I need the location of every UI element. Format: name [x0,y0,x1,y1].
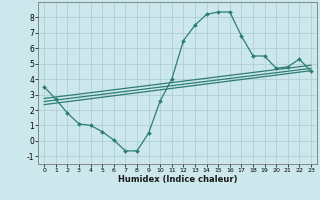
X-axis label: Humidex (Indice chaleur): Humidex (Indice chaleur) [118,175,237,184]
